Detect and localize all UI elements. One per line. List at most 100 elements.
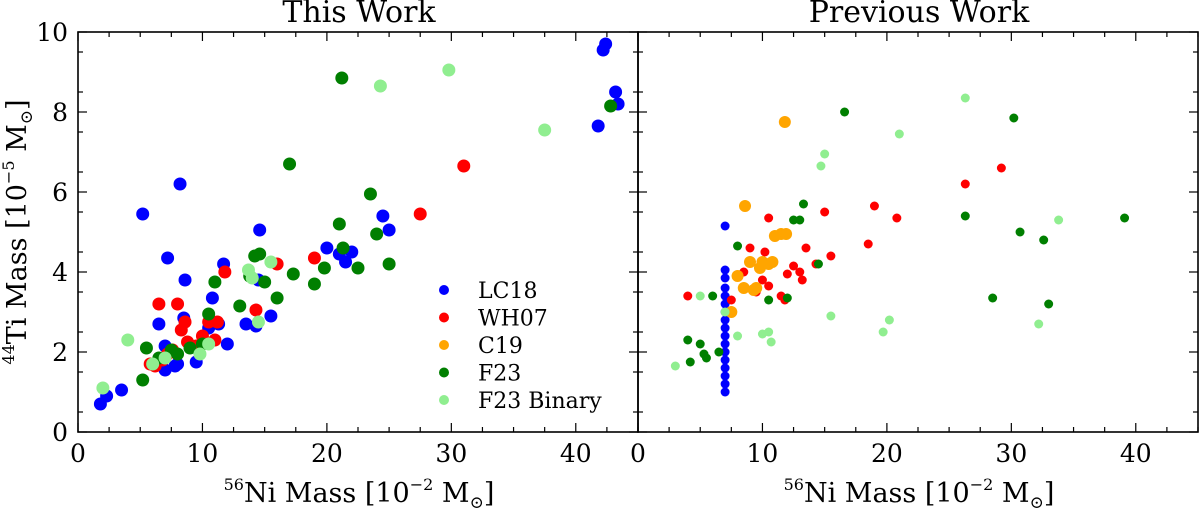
x-tick-label: 20 bbox=[311, 439, 343, 468]
point-f23-binary bbox=[733, 331, 743, 341]
point-f23-binary bbox=[766, 337, 776, 347]
point-f23 bbox=[351, 261, 365, 275]
point-f23 bbox=[701, 353, 711, 363]
x-tick-label: 40 bbox=[560, 439, 592, 468]
point-f23 bbox=[840, 107, 850, 117]
point-lc18 bbox=[720, 379, 730, 389]
point-f23 bbox=[253, 247, 267, 261]
point-f23 bbox=[708, 291, 718, 301]
point-wh07 bbox=[795, 267, 805, 277]
point-lc18 bbox=[720, 221, 730, 231]
point-f23-binary bbox=[884, 315, 894, 325]
point-wh07 bbox=[764, 281, 774, 291]
point-lc18 bbox=[720, 315, 730, 325]
point-lc18 bbox=[264, 309, 278, 323]
point-f23-binary bbox=[373, 79, 387, 93]
point-f23-binary bbox=[764, 327, 774, 337]
point-lc18 bbox=[720, 273, 730, 283]
y-tick-label: 10 bbox=[36, 18, 68, 47]
point-f23 bbox=[363, 187, 377, 201]
point-f23-binary bbox=[442, 63, 456, 77]
point-f23-binary bbox=[670, 361, 680, 371]
x-tick-label: 40 bbox=[1120, 439, 1152, 468]
point-c19 bbox=[766, 256, 779, 268]
point-wh07 bbox=[218, 265, 232, 279]
point-wh07 bbox=[210, 315, 224, 329]
point-f23 bbox=[270, 291, 284, 305]
point-f23-binary bbox=[146, 357, 160, 371]
point-wh07 bbox=[789, 261, 799, 271]
point-f23 bbox=[136, 373, 150, 387]
point-lc18 bbox=[376, 209, 390, 223]
legend-marker bbox=[439, 285, 449, 295]
point-f23-binary bbox=[894, 129, 904, 139]
point-c19 bbox=[739, 200, 752, 212]
y-tick-label: 0 bbox=[52, 418, 68, 447]
point-f23-binary bbox=[264, 255, 278, 269]
point-f23-binary bbox=[121, 333, 135, 347]
point-f23 bbox=[335, 71, 349, 85]
point-lc18 bbox=[161, 251, 175, 265]
y-tick-label: 2 bbox=[52, 338, 68, 367]
point-wh07 bbox=[457, 159, 471, 173]
point-f23 bbox=[171, 347, 185, 361]
point-wh07 bbox=[960, 179, 970, 189]
point-f23-binary bbox=[720, 307, 730, 317]
point-lc18 bbox=[591, 119, 605, 133]
legend-label: F23 Binary bbox=[478, 389, 602, 414]
point-wh07 bbox=[757, 275, 767, 285]
point-wh07 bbox=[413, 207, 427, 221]
point-wh07 bbox=[826, 251, 836, 261]
point-f23 bbox=[307, 277, 321, 291]
legend-label: C19 bbox=[478, 334, 523, 359]
point-f23 bbox=[960, 211, 970, 221]
point-f23 bbox=[795, 215, 805, 225]
point-f23 bbox=[336, 241, 350, 255]
point-f23 bbox=[764, 295, 774, 305]
point-wh07 bbox=[683, 291, 693, 301]
legend-marker bbox=[439, 312, 449, 323]
point-wh07 bbox=[745, 243, 755, 253]
point-wh07 bbox=[307, 251, 321, 265]
point-c19 bbox=[750, 282, 763, 294]
point-lc18 bbox=[253, 223, 267, 237]
y-axis-label: 44Ti Mass [10−5 M⊙] bbox=[0, 99, 37, 364]
panel-this-work: This Work 0 10 20 30 40 0 2 4 6 8 10 56Ni Mass [10… bbox=[0, 0, 639, 510]
point-f23 bbox=[799, 199, 809, 209]
point-f23-binary bbox=[538, 123, 552, 137]
legend-marker bbox=[439, 367, 449, 378]
point-f23-binary bbox=[826, 311, 836, 321]
point-f23 bbox=[1120, 213, 1130, 223]
point-f23 bbox=[183, 341, 197, 355]
point-lc18 bbox=[599, 37, 613, 51]
point-f23 bbox=[283, 157, 297, 171]
point-lc18 bbox=[720, 283, 730, 293]
point-lc18 bbox=[115, 383, 129, 397]
point-f23 bbox=[1039, 235, 1049, 245]
panel-title: This Work bbox=[282, 0, 436, 30]
x-tick-label: 10 bbox=[747, 439, 779, 468]
point-f23 bbox=[332, 217, 346, 231]
point-f23-binary bbox=[251, 315, 265, 329]
point-lc18 bbox=[320, 241, 334, 255]
point-wh07 bbox=[782, 269, 792, 279]
point-f23-binary bbox=[878, 327, 888, 337]
point-f23-binary bbox=[1034, 319, 1044, 329]
point-c19 bbox=[737, 282, 750, 294]
point-f23 bbox=[813, 259, 823, 269]
y-tick-label: 8 bbox=[52, 98, 68, 127]
x-tick-label: 0 bbox=[70, 439, 86, 468]
point-wh07 bbox=[863, 239, 873, 249]
point-f23 bbox=[139, 341, 153, 355]
legend-marker bbox=[439, 340, 449, 350]
point-f23 bbox=[988, 293, 998, 303]
x-tick-label: 0 bbox=[630, 439, 646, 468]
point-lc18 bbox=[720, 265, 730, 275]
point-wh07 bbox=[869, 201, 879, 211]
point-lc18 bbox=[173, 177, 187, 191]
x-tick-label: 20 bbox=[871, 439, 903, 468]
point-f23-binary bbox=[158, 351, 172, 365]
point-lc18 bbox=[720, 331, 730, 341]
point-lc18 bbox=[720, 363, 730, 373]
